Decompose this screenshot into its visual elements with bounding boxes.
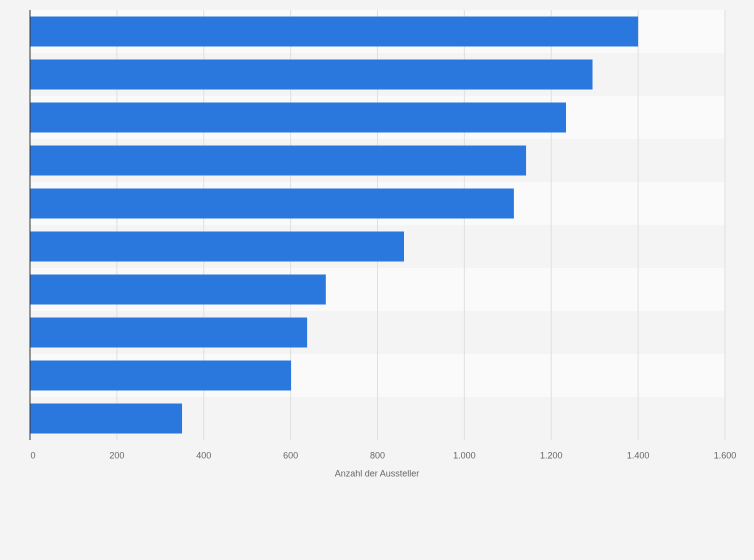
- bar: [30, 16, 639, 47]
- x-tick-label: 1.400: [627, 450, 650, 460]
- x-axis-label: Anzahl der Aussteller: [335, 468, 420, 478]
- x-tick-label: 1.600: [714, 450, 737, 460]
- x-tick-label: 200: [109, 450, 124, 460]
- bar: [30, 59, 593, 90]
- x-tick-label: 0: [30, 450, 35, 460]
- x-tick-label: 1.200: [540, 450, 563, 460]
- x-tick-label: 800: [370, 450, 385, 460]
- bar: [30, 102, 567, 133]
- x-tick-label: 600: [283, 450, 298, 460]
- x-tick-label: 400: [196, 450, 211, 460]
- bar: [30, 231, 404, 262]
- bar: [30, 403, 183, 434]
- bar: [30, 317, 308, 348]
- bar: [30, 188, 514, 219]
- bar: [30, 145, 527, 176]
- bar: [30, 360, 292, 391]
- x-tick-label: 1.000: [453, 450, 476, 460]
- bar: [30, 274, 326, 305]
